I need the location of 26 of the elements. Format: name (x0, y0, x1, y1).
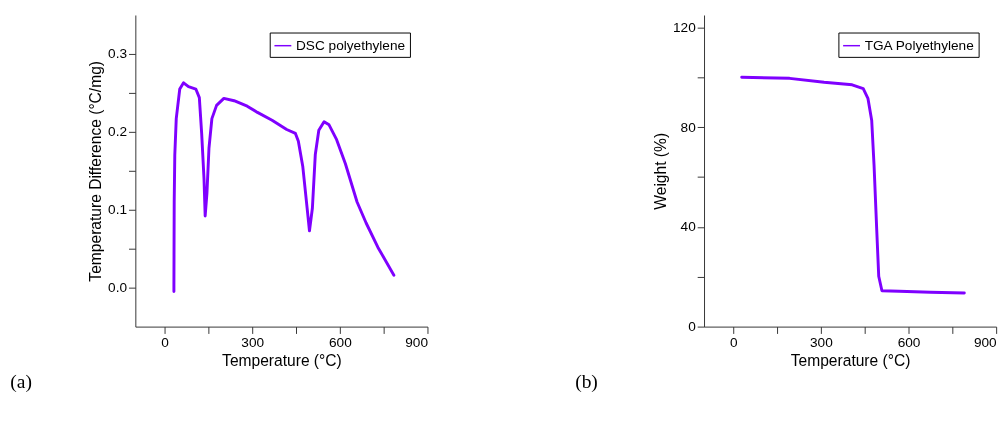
y-tick-label: 80 (680, 119, 697, 135)
x-tick-label: 0 (161, 334, 170, 350)
y-tick-label: 40 (680, 219, 697, 235)
legend-label: TGA Polyethylene (864, 37, 974, 53)
x-tick-label: 0 (729, 334, 738, 350)
x-axis-title: Temperature (°C) (222, 352, 342, 370)
text: (a) (10, 370, 32, 393)
y-axis-title: Weight (%) (652, 132, 670, 210)
y-tick-label: 0.3 (108, 46, 128, 62)
line-series (740, 75, 966, 295)
y-tick-label: 0 (688, 319, 697, 334)
y-tick-label: 120 (673, 19, 697, 35)
text: (b) (575, 370, 598, 393)
y-tick-label: 0.0 (108, 280, 128, 296)
x-tick-label: 600 (328, 334, 353, 350)
x-tick-label: 300 (810, 334, 834, 350)
legend-label: DSC polyethylene (296, 37, 406, 53)
x-axis-title: Temperature (°C) (790, 352, 911, 370)
x-tick-label: 600 (897, 334, 921, 350)
x-tick-label: 900 (973, 334, 998, 350)
y-axis-title: Temperature Difference (°C/mg) (87, 60, 105, 282)
y-tick-label: 0.1 (108, 202, 128, 218)
line-series (172, 81, 396, 294)
x-tick-label: 300 (241, 334, 265, 350)
x-tick-label: 900 (405, 334, 429, 350)
y-tick-label: 0.2 (108, 124, 128, 140)
